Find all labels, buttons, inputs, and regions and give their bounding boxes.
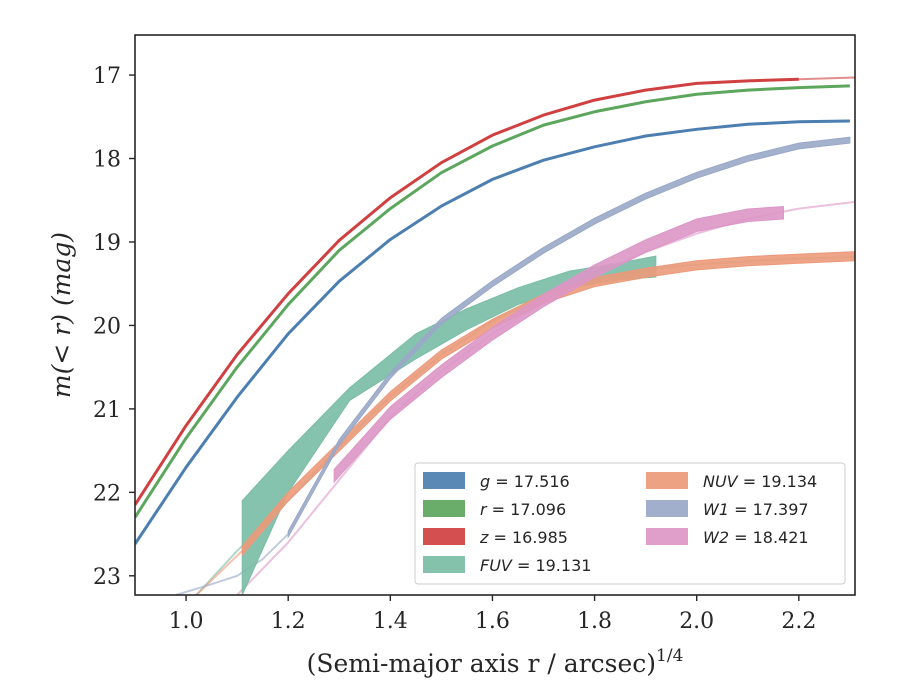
y-tick-label: 18 <box>93 148 121 173</box>
series-z-model-curve <box>798 76 855 81</box>
series-nuv-band <box>241 251 855 557</box>
legend-label-r: r = 17.096 <box>480 500 566 519</box>
y-tick-label: 20 <box>93 314 121 339</box>
y-tick-label: 23 <box>93 565 121 590</box>
y-axis-label: m(< r) (mag) <box>47 232 76 398</box>
legend-label-w2: W2 = 18.421 <box>703 528 809 547</box>
series-w1-band <box>287 136 851 539</box>
series-r-line <box>135 84 850 519</box>
plot-area <box>135 76 855 595</box>
legend-swatch-nuv <box>646 472 688 489</box>
x-tick-label: 1.0 <box>169 609 204 634</box>
x-tick-label: 1.2 <box>271 609 306 634</box>
legend-swatch-g <box>423 472 465 489</box>
y-tick-label: 17 <box>93 64 121 89</box>
y-tick-label: 21 <box>93 398 121 423</box>
legend-label-w1: W1 = 17.397 <box>703 500 809 519</box>
legend-swatch-w2 <box>646 528 688 545</box>
y-tick-label: 19 <box>93 231 121 256</box>
x-tick-label: 1.8 <box>577 609 612 634</box>
legend-swatch-fuv <box>423 556 465 573</box>
series-g-line <box>135 119 850 545</box>
legend-label-g: g = 17.516 <box>480 472 570 491</box>
legend: g = 17.516 r = 17.096 z = 16.985 FUV = 19.1… <box>414 462 846 585</box>
legend-label-nuv: NUV = 19.134 <box>703 472 817 491</box>
x-axis-label: (Semi-major axis r / arcsec)1/4 <box>307 646 684 678</box>
x-tick-label: 2.2 <box>781 609 816 634</box>
x-tick-label: 1.6 <box>475 609 510 634</box>
legend-frame <box>414 462 846 585</box>
y-tick-label: 22 <box>93 481 121 506</box>
legend-label-fuv: FUV = 19.131 <box>480 556 591 575</box>
legend-label-z: z = 16.985 <box>479 528 568 547</box>
plot-frame <box>134 34 856 596</box>
series-w1-model-curve <box>175 533 289 595</box>
legend-swatch-w1 <box>646 500 688 517</box>
x-axis-label-exponent: 1/4 <box>656 646 683 666</box>
x-tick-label: 2.0 <box>679 609 714 634</box>
x-tick-label: 1.4 <box>373 609 408 634</box>
legend-swatch-z <box>423 528 465 545</box>
series-nuv-model-curve <box>195 550 243 595</box>
series-fuv-band <box>241 255 657 595</box>
axes: 1.0 1.2 1.4 1.6 1.8 2.0 2.2 17 18 19 20 21 22 23 <box>93 64 816 634</box>
legend-swatch-r <box>423 500 465 517</box>
series-z-line <box>135 77 799 506</box>
series-w2-band <box>333 205 785 484</box>
